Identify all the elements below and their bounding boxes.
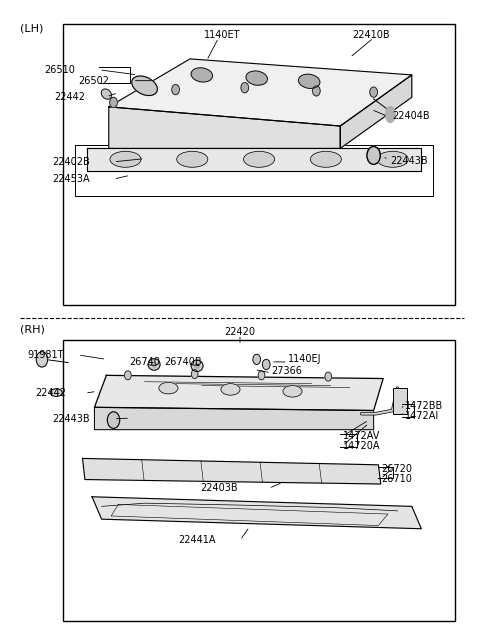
Polygon shape: [340, 75, 412, 148]
Text: 1472AI: 1472AI: [405, 411, 439, 421]
Text: (RH): (RH): [21, 324, 45, 334]
Ellipse shape: [283, 386, 302, 397]
Text: 22410B: 22410B: [352, 30, 390, 40]
Text: 26740B: 26740B: [164, 357, 202, 367]
Text: (LH): (LH): [21, 24, 44, 34]
Polygon shape: [109, 107, 340, 148]
Circle shape: [370, 87, 377, 98]
Ellipse shape: [191, 360, 203, 372]
Text: 26510: 26510: [45, 65, 75, 74]
Text: 22443B: 22443B: [52, 414, 90, 424]
Ellipse shape: [246, 71, 267, 85]
Text: 26710: 26710: [381, 474, 412, 484]
Text: 26740: 26740: [129, 357, 160, 367]
Polygon shape: [95, 407, 373, 429]
Text: 22404B: 22404B: [393, 112, 431, 121]
Polygon shape: [83, 458, 381, 484]
Text: 22443B: 22443B: [390, 155, 428, 166]
Circle shape: [192, 370, 198, 379]
Circle shape: [172, 85, 180, 95]
Text: 1140ET: 1140ET: [204, 30, 240, 40]
Ellipse shape: [299, 74, 320, 89]
Text: 27366: 27366: [271, 366, 302, 376]
Circle shape: [110, 98, 117, 107]
Text: 22442: 22442: [35, 388, 66, 398]
Polygon shape: [92, 497, 421, 529]
Text: 1472AV: 1472AV: [343, 431, 380, 441]
Text: 1140EJ: 1140EJ: [288, 354, 321, 365]
Text: 26720: 26720: [381, 464, 412, 474]
Text: 22402B: 22402B: [52, 157, 90, 167]
FancyBboxPatch shape: [393, 388, 407, 413]
Ellipse shape: [311, 152, 341, 168]
Text: 22442: 22442: [54, 92, 85, 101]
Ellipse shape: [148, 359, 160, 370]
Ellipse shape: [110, 152, 141, 168]
Circle shape: [258, 371, 265, 380]
Text: 1472BB: 1472BB: [405, 401, 443, 411]
Text: 14720A: 14720A: [343, 440, 380, 451]
Text: 22403B: 22403B: [200, 483, 238, 494]
Text: 22441A: 22441A: [179, 535, 216, 545]
Ellipse shape: [152, 362, 156, 367]
Circle shape: [241, 83, 249, 93]
Circle shape: [253, 354, 261, 365]
Ellipse shape: [132, 76, 157, 96]
Circle shape: [312, 86, 320, 96]
Circle shape: [124, 371, 131, 380]
Circle shape: [108, 412, 120, 428]
Polygon shape: [109, 59, 412, 126]
Circle shape: [263, 360, 270, 370]
Ellipse shape: [50, 389, 62, 396]
Text: 26502: 26502: [78, 76, 109, 85]
Polygon shape: [95, 376, 383, 410]
Ellipse shape: [221, 384, 240, 395]
Text: 91981T: 91981T: [27, 350, 63, 360]
Ellipse shape: [243, 152, 275, 168]
Text: 22420: 22420: [225, 327, 255, 337]
Ellipse shape: [159, 383, 178, 394]
Ellipse shape: [195, 363, 199, 369]
Ellipse shape: [177, 152, 208, 168]
Polygon shape: [87, 148, 421, 171]
Circle shape: [367, 146, 380, 164]
Ellipse shape: [101, 89, 111, 99]
Ellipse shape: [385, 107, 395, 123]
Ellipse shape: [191, 68, 213, 82]
Ellipse shape: [377, 152, 408, 168]
Text: 22453A: 22453A: [52, 174, 90, 184]
Circle shape: [36, 352, 48, 367]
Circle shape: [325, 372, 332, 381]
